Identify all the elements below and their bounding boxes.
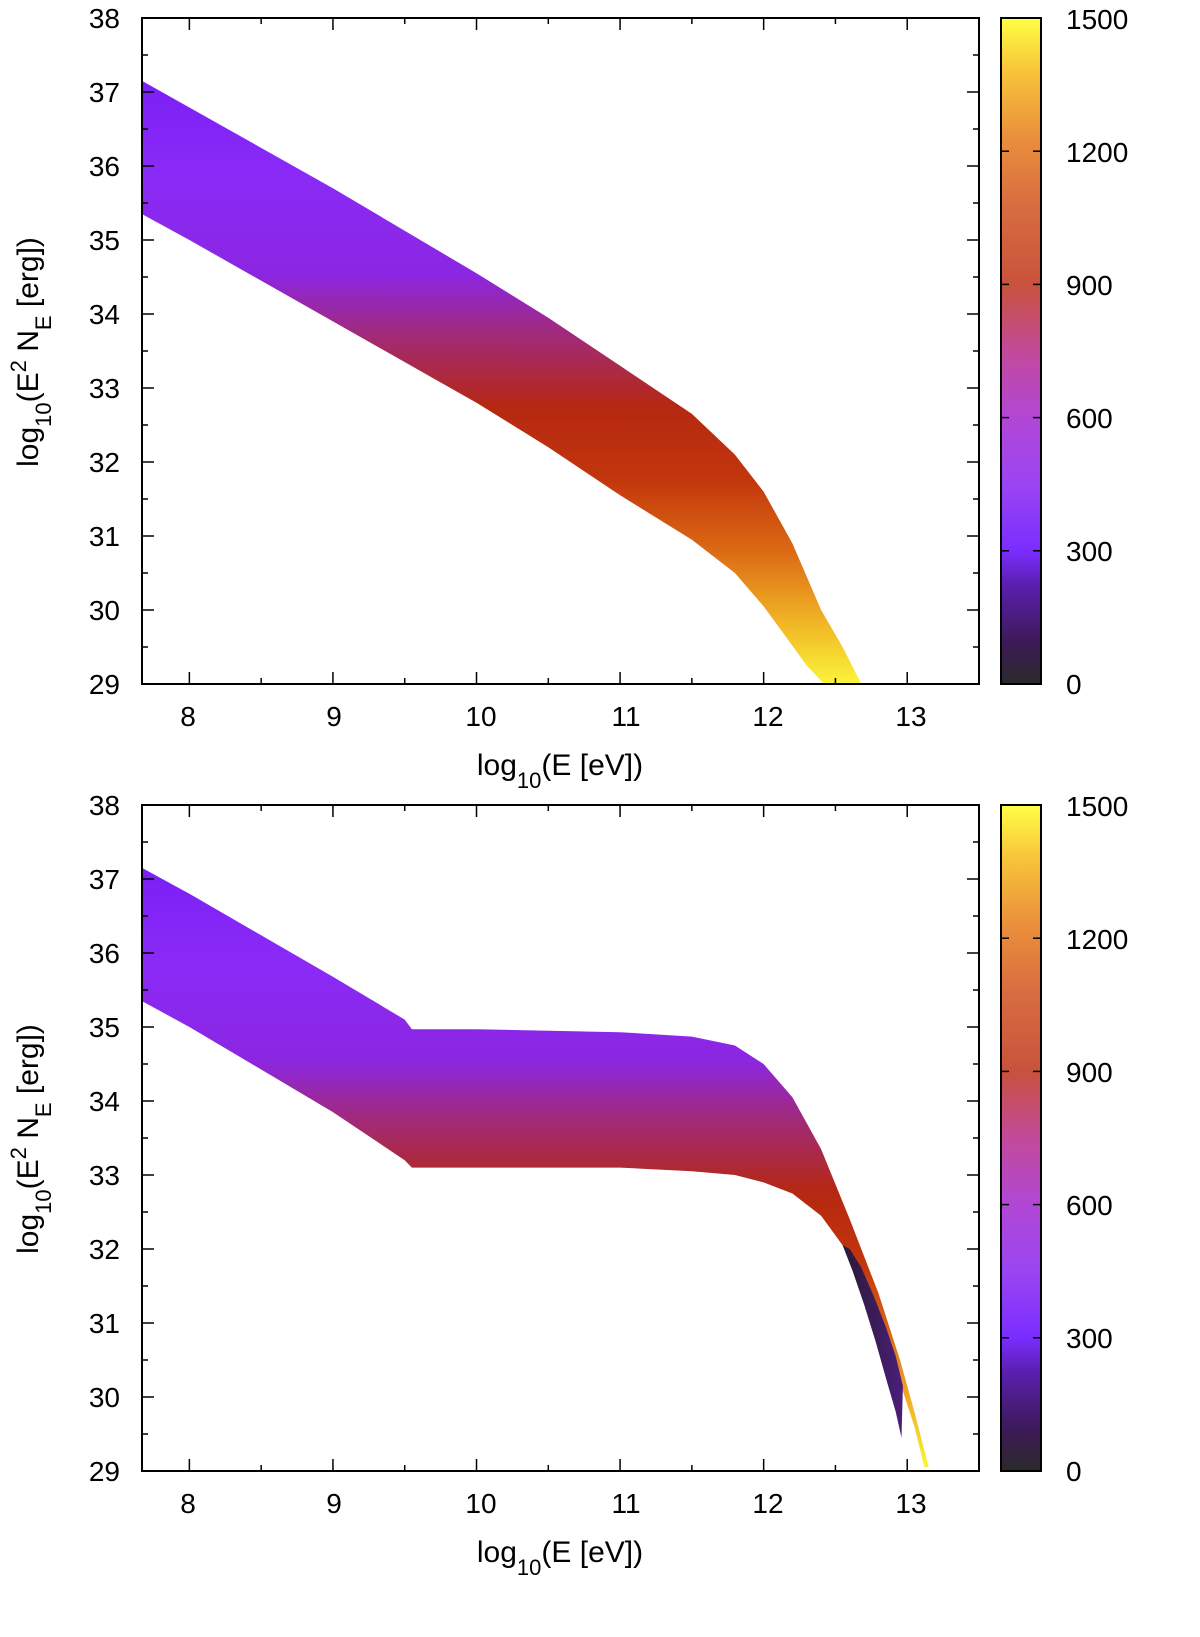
colorbar-tick-labels: 0 300 600 900 1200 1500 <box>1066 4 1128 700</box>
y-tick-label: 29 <box>89 1456 120 1487</box>
x-tick-label: 8 <box>180 701 196 732</box>
x-tick-label: 10 <box>465 701 496 732</box>
y-tick-label: 32 <box>89 1234 120 1265</box>
y-tick-label: 35 <box>89 1012 120 1043</box>
colorbar-tick-label: 900 <box>1066 270 1113 301</box>
panel-bottom: 29 30 31 32 33 34 35 36 37 38 8 9 10 11 … <box>6 790 1129 1580</box>
x-tick-label: 9 <box>326 1488 342 1519</box>
colorbar-tick-label: 0 <box>1066 1456 1082 1487</box>
y-tick-label: 34 <box>89 299 120 330</box>
y-tick-labels: 29 30 31 32 33 34 35 36 37 38 <box>89 3 120 700</box>
y-tick-label: 30 <box>89 1382 120 1413</box>
colorbar-tick-label: 1200 <box>1066 137 1128 168</box>
x-tick-label: 11 <box>611 1488 640 1519</box>
x-tick-label: 13 <box>895 701 926 732</box>
y-tick-label: 34 <box>89 1086 120 1117</box>
y-tick-label: 32 <box>89 447 120 478</box>
y-tick-labels: 29 30 31 32 33 34 35 36 37 38 <box>89 790 120 1487</box>
x-tick-label: 11 <box>611 701 640 732</box>
x-axis-label: log10(E [eV]) <box>477 1536 643 1580</box>
colorbar-tick-label: 1500 <box>1066 791 1128 822</box>
x-tick-label: 9 <box>326 701 342 732</box>
colorbar-tick-labels: 0 300 600 900 1200 1500 <box>1066 791 1128 1487</box>
colorbar <box>1000 17 1042 685</box>
y-axis-label: log10(E2 NE [erg]) <box>6 1024 56 1254</box>
x-tick-labels: 8 9 10 11 12 13 <box>180 701 926 732</box>
colorbar-tick-label: 600 <box>1066 403 1113 434</box>
y-tick-label: 31 <box>89 521 120 552</box>
colorbar-tick-label: 600 <box>1066 1190 1113 1221</box>
y-tick-label: 38 <box>89 790 120 821</box>
y-tick-label: 38 <box>89 3 120 34</box>
y-axis-label: log10(E2 NE [erg]) <box>6 237 56 467</box>
y-tick-label: 36 <box>89 938 120 969</box>
x-tick-label: 10 <box>465 1488 496 1519</box>
y-tick-label: 33 <box>89 1160 120 1191</box>
colorbar-tick-label: 300 <box>1066 536 1113 567</box>
y-tick-label: 35 <box>89 225 120 256</box>
x-tick-label: 12 <box>752 701 783 732</box>
x-tick-labels: 8 9 10 11 12 13 <box>180 1488 926 1519</box>
panel-top: 29 30 31 32 33 34 35 36 37 38 8 9 10 11 … <box>6 3 1129 793</box>
colorbar-tick-label: 300 <box>1066 1323 1113 1354</box>
colorbar-tick-label: 900 <box>1066 1057 1113 1088</box>
y-tick-label: 36 <box>89 151 120 182</box>
x-tick-label: 12 <box>752 1488 783 1519</box>
spectrum-band <box>142 867 929 1468</box>
y-tick-label: 30 <box>89 595 120 626</box>
y-tick-label: 29 <box>89 669 120 700</box>
y-tick-label: 37 <box>89 864 120 895</box>
spectrum-band <box>142 80 862 684</box>
x-tick-label: 8 <box>180 1488 196 1519</box>
x-axis-label: log10(E [eV]) <box>477 749 643 793</box>
colorbar-tick-label: 1500 <box>1066 4 1128 35</box>
y-tick-label: 37 <box>89 77 120 108</box>
x-tick-label: 13 <box>895 1488 926 1519</box>
y-tick-label: 31 <box>89 1308 120 1339</box>
colorbar-tick-label: 1200 <box>1066 924 1128 955</box>
y-tick-label: 33 <box>89 373 120 404</box>
colorbar <box>1000 804 1042 1472</box>
colorbar-tick-label: 0 <box>1066 669 1082 700</box>
